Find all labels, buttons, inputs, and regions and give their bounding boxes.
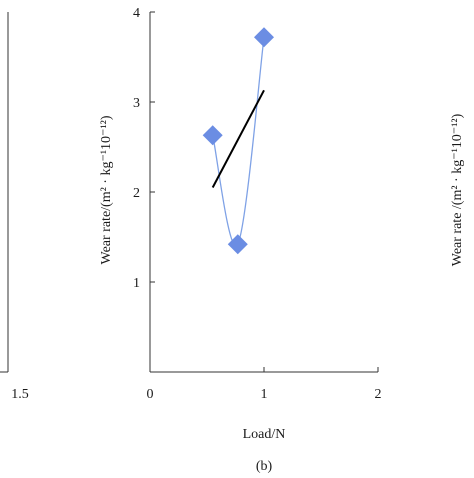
y-tick-label: 2 [133, 186, 140, 201]
data-point-diamond [202, 125, 223, 146]
left-panel-x-tick-label: 1.5 [11, 387, 29, 402]
panel-label: (b) [256, 459, 273, 474]
right-panel: Wear rate /(m² · kg⁻¹10⁻¹²) [450, 113, 465, 266]
y-axis-title: Wear rate/(m² · kg⁻¹10⁻¹²) [99, 115, 114, 264]
x-tick-label: 1 [261, 387, 268, 402]
x-tick-label: 2 [375, 387, 382, 402]
data-point-diamond [227, 234, 248, 255]
x-ticks: 0 1 2 [147, 367, 382, 402]
fit-line [211, 89, 265, 188]
y-tick-label: 4 [133, 6, 140, 21]
x-tick-label: 0 [147, 387, 154, 402]
y-tick-label: 1 [133, 276, 140, 291]
left-panel: 1.5 [0, 12, 29, 402]
right-panel-y-axis-title: Wear rate /(m² · kg⁻¹10⁻¹²) [450, 113, 465, 266]
data-point-diamond [254, 27, 274, 48]
y-tick-label: 3 [133, 96, 140, 111]
series-curve [212, 37, 265, 247]
data-points [202, 27, 274, 255]
y-ticks: 1 2 3 4 [133, 6, 155, 291]
panel-b: 1 2 3 4 0 1 2 Load/N (b) Wear rate/(m² · kg⁻¹… [99, 6, 382, 474]
x-axis-title: Load/N [243, 427, 286, 442]
